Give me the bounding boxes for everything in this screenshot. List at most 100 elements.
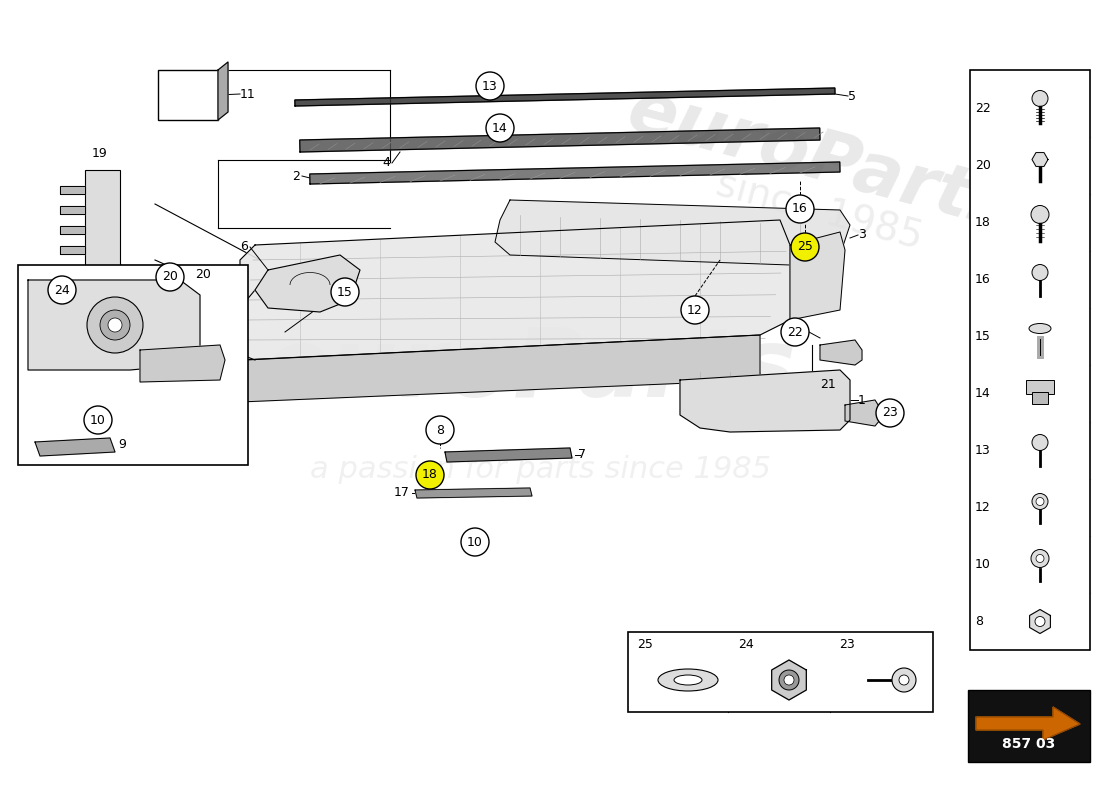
- Circle shape: [791, 233, 820, 261]
- Text: 16: 16: [792, 202, 807, 215]
- Circle shape: [899, 675, 909, 685]
- Polygon shape: [495, 200, 850, 265]
- Circle shape: [100, 310, 130, 340]
- Circle shape: [1032, 434, 1048, 450]
- Text: 14: 14: [492, 122, 508, 134]
- Circle shape: [892, 668, 916, 692]
- Circle shape: [786, 195, 814, 223]
- Text: a passion for parts since 1985: a passion for parts since 1985: [309, 455, 770, 485]
- Circle shape: [1032, 90, 1048, 106]
- Circle shape: [784, 675, 794, 685]
- Circle shape: [1035, 617, 1045, 626]
- Text: 20: 20: [975, 159, 991, 172]
- Text: 15: 15: [337, 286, 353, 298]
- Polygon shape: [60, 226, 85, 234]
- Circle shape: [331, 278, 359, 306]
- Text: euroParts: euroParts: [620, 75, 1020, 245]
- Circle shape: [1036, 498, 1044, 506]
- Text: 20: 20: [162, 270, 178, 283]
- Circle shape: [779, 670, 799, 690]
- Polygon shape: [1030, 610, 1050, 634]
- Circle shape: [876, 399, 904, 427]
- Text: 22: 22: [975, 102, 991, 115]
- Circle shape: [461, 528, 490, 556]
- Circle shape: [1036, 554, 1044, 562]
- Text: 15: 15: [975, 330, 991, 343]
- Polygon shape: [845, 400, 880, 426]
- Text: since 1985: since 1985: [713, 164, 927, 256]
- Polygon shape: [240, 220, 790, 360]
- Circle shape: [48, 276, 76, 304]
- Text: 16: 16: [975, 273, 991, 286]
- Ellipse shape: [658, 669, 718, 691]
- Polygon shape: [310, 162, 840, 184]
- Text: 3: 3: [858, 229, 866, 242]
- Circle shape: [426, 416, 454, 444]
- Text: 22: 22: [788, 326, 803, 338]
- Text: 7: 7: [578, 447, 586, 461]
- Text: 1: 1: [858, 394, 866, 406]
- Polygon shape: [820, 340, 862, 365]
- Text: 23: 23: [882, 406, 898, 419]
- Text: 12: 12: [688, 303, 703, 317]
- Circle shape: [108, 318, 122, 332]
- Polygon shape: [240, 335, 760, 402]
- Text: 11: 11: [240, 87, 255, 101]
- Polygon shape: [60, 206, 85, 214]
- Polygon shape: [790, 232, 845, 320]
- Circle shape: [476, 72, 504, 100]
- Text: 9: 9: [118, 438, 125, 451]
- Polygon shape: [415, 488, 532, 498]
- Polygon shape: [140, 345, 225, 382]
- Polygon shape: [446, 448, 572, 462]
- Bar: [968, 690, 1090, 762]
- Polygon shape: [255, 255, 360, 312]
- Circle shape: [1032, 265, 1048, 281]
- Text: 2: 2: [293, 170, 300, 182]
- Circle shape: [1032, 494, 1048, 510]
- Bar: [158, 70, 218, 120]
- Text: 20: 20: [195, 269, 211, 282]
- Circle shape: [87, 297, 143, 353]
- Polygon shape: [28, 280, 200, 370]
- Text: 21: 21: [820, 378, 836, 391]
- Circle shape: [781, 318, 808, 346]
- Text: 10: 10: [468, 535, 483, 549]
- Bar: [970, 70, 1090, 650]
- Circle shape: [1031, 206, 1049, 223]
- Text: 10: 10: [975, 558, 991, 571]
- Text: euroParts: euroParts: [263, 323, 796, 417]
- Polygon shape: [680, 370, 850, 432]
- Bar: [85, 170, 120, 270]
- Circle shape: [1031, 550, 1049, 567]
- Polygon shape: [35, 438, 116, 456]
- Text: 19: 19: [92, 147, 108, 160]
- Text: 4: 4: [382, 157, 390, 170]
- Polygon shape: [218, 62, 228, 120]
- Circle shape: [486, 114, 514, 142]
- Text: 10: 10: [90, 414, 106, 426]
- Polygon shape: [772, 660, 806, 700]
- Text: 6: 6: [240, 241, 248, 254]
- Polygon shape: [60, 246, 85, 254]
- Text: 5: 5: [848, 90, 856, 102]
- Text: 25: 25: [637, 638, 653, 650]
- Text: 13: 13: [975, 444, 991, 457]
- Polygon shape: [1032, 153, 1048, 166]
- Bar: [1032, 391, 1048, 403]
- Ellipse shape: [674, 675, 702, 685]
- Bar: [628, 632, 933, 712]
- Circle shape: [681, 296, 710, 324]
- Text: 8: 8: [436, 423, 444, 437]
- Text: 17: 17: [394, 486, 410, 499]
- Text: 13: 13: [482, 79, 498, 93]
- Text: 24: 24: [54, 283, 70, 297]
- Text: 24: 24: [738, 638, 754, 650]
- Text: 8: 8: [975, 615, 983, 628]
- Ellipse shape: [1028, 323, 1050, 334]
- Polygon shape: [295, 88, 835, 106]
- Text: 18: 18: [422, 469, 438, 482]
- Circle shape: [84, 406, 112, 434]
- Text: 14: 14: [975, 387, 991, 400]
- Polygon shape: [60, 186, 85, 194]
